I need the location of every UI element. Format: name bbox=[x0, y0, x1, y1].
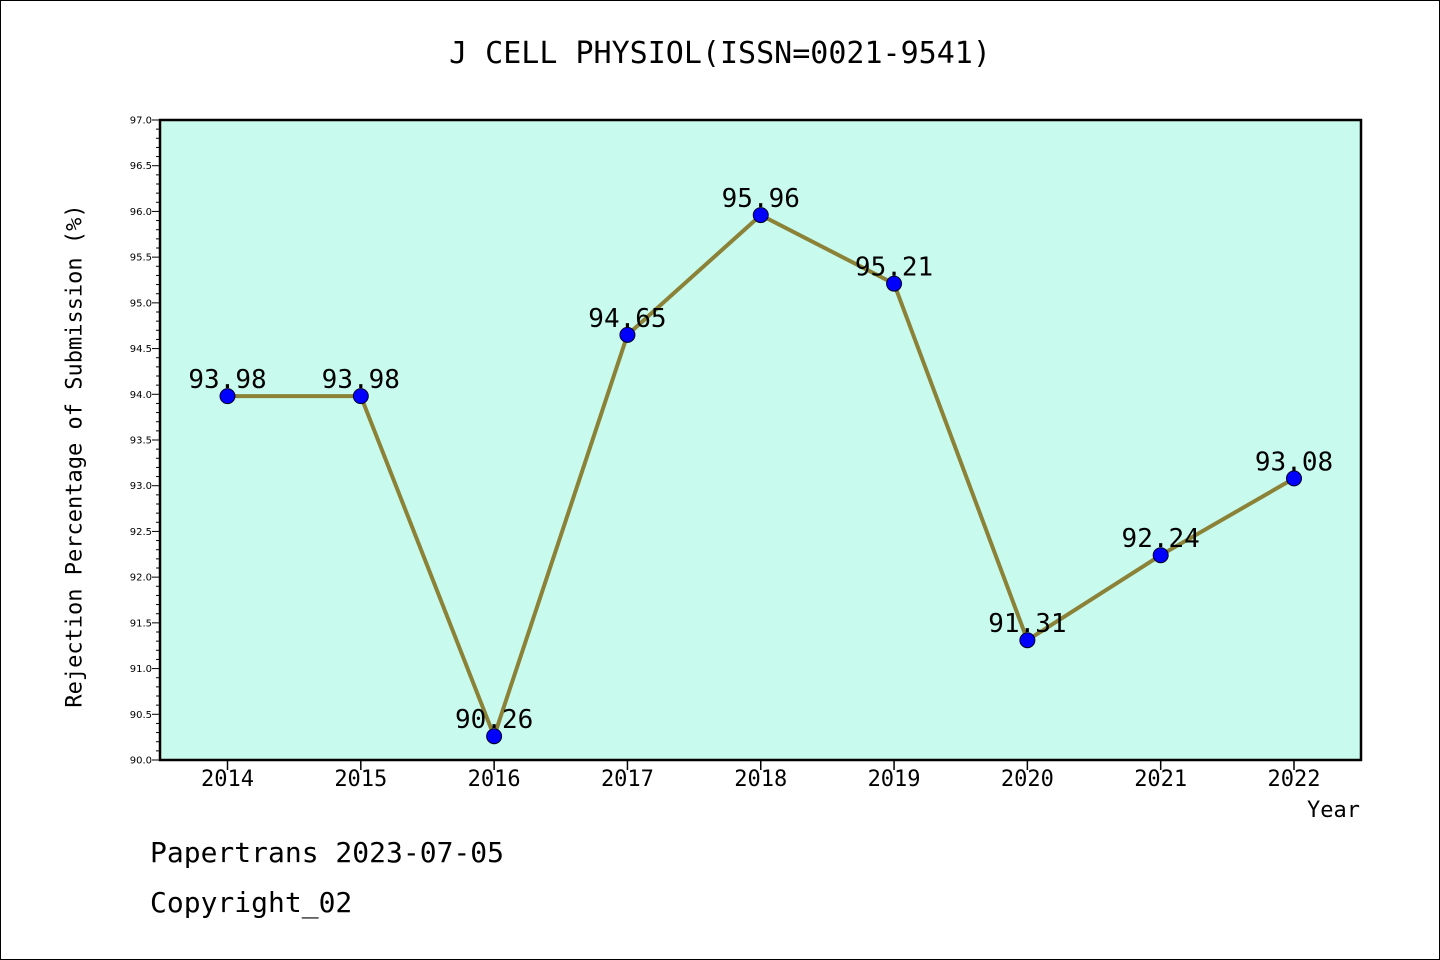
data-point bbox=[1019, 632, 1036, 649]
plot-border bbox=[158, 118, 1363, 762]
data-label: 93.98 bbox=[188, 365, 266, 395]
data-label: 94.65 bbox=[588, 304, 666, 334]
x-tick-label: 2020 bbox=[1001, 767, 1054, 792]
y-tick-label: 90.5 bbox=[130, 710, 152, 721]
y-tick-label: 97.0 bbox=[130, 116, 152, 127]
data-point bbox=[1152, 547, 1169, 564]
x-tick-label: 2015 bbox=[334, 767, 387, 792]
x-tick-label: 2018 bbox=[734, 767, 787, 792]
footer-copyright: Copyright_02 bbox=[150, 886, 353, 919]
data-label: 91.31 bbox=[988, 609, 1066, 639]
data-point bbox=[486, 728, 503, 745]
data-label: 95.96 bbox=[722, 184, 800, 214]
data-point bbox=[352, 388, 369, 405]
x-tick-label: 2022 bbox=[1268, 767, 1321, 792]
data-point bbox=[886, 275, 903, 292]
x-axis-label: Year bbox=[1307, 798, 1360, 823]
x-tick-label: 2016 bbox=[468, 767, 521, 792]
y-tick-label: 96.0 bbox=[130, 207, 152, 218]
footer-date: Papertrans 2023-07-05 bbox=[150, 836, 505, 869]
x-tick-label: 2017 bbox=[601, 767, 654, 792]
chart-title: J CELL PHYSIOL(ISSN=0021-9541) bbox=[449, 36, 991, 71]
y-tick-label: 93.0 bbox=[130, 481, 152, 492]
y-tick-label: 90.0 bbox=[130, 756, 152, 767]
y-tick-label: 93.5 bbox=[130, 436, 152, 447]
y-tick-label: 91.0 bbox=[130, 664, 152, 675]
x-tick-label: 2019 bbox=[868, 767, 921, 792]
y-tick-label: 91.5 bbox=[130, 618, 152, 629]
data-point bbox=[219, 388, 236, 405]
y-tick-label: 95.5 bbox=[130, 253, 152, 264]
data-label: 93.98 bbox=[322, 365, 400, 395]
plot-area bbox=[160, 120, 1361, 760]
x-tick-label: 2021 bbox=[1134, 767, 1187, 792]
y-tick-label: 96.5 bbox=[130, 161, 152, 172]
x-tick-label: 2014 bbox=[201, 767, 254, 792]
data-label: 90.26 bbox=[455, 705, 533, 735]
data-label: 95.21 bbox=[855, 253, 933, 283]
data-point bbox=[1286, 470, 1302, 487]
y-tick-label: 92.0 bbox=[130, 573, 152, 584]
data-point bbox=[619, 326, 636, 343]
data-label: 93.08 bbox=[1255, 447, 1333, 477]
data-point bbox=[752, 207, 769, 224]
y-tick-label: 94.0 bbox=[130, 390, 152, 401]
y-tick-label: 92.5 bbox=[130, 527, 152, 538]
y-tick-label: 95.0 bbox=[130, 298, 152, 309]
data-label: 92.24 bbox=[1122, 524, 1200, 554]
y-tick-label: 94.5 bbox=[130, 344, 152, 355]
